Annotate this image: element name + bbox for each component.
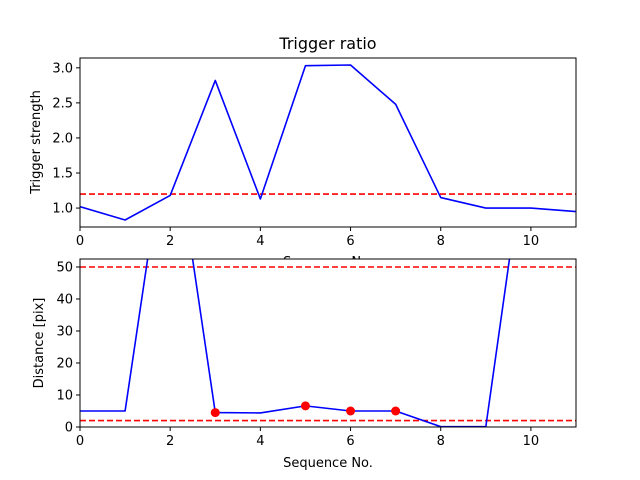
bottom-x-tick-label: 8 (437, 434, 445, 449)
bottom-y-tick-label: 20 (56, 357, 73, 372)
bottom-x-axis-label: Sequence No. (283, 456, 373, 471)
bottom-y-axis: 0 10 20 30 40 50 (56, 261, 80, 436)
top-x-tick-label: 8 (437, 234, 445, 249)
bottom-x-tick-label: 0 (76, 434, 84, 449)
bottom-threshold-lines (80, 266, 576, 422)
top-x-tick-label: 10 (523, 234, 540, 249)
bottom-series-line (80, 259, 511, 427)
bottom-plot-frame (79, 258, 577, 428)
bottom-data-point (346, 406, 356, 416)
bottom-x-tick-label: 10 (523, 434, 540, 449)
top-x-axis: 0 2 4 6 8 10 (76, 227, 539, 249)
top-plot-frame (79, 57, 577, 228)
top-y-tick-label: 3.0 (52, 61, 73, 76)
bottom-data-point (391, 406, 401, 416)
bottom-plot-area (80, 259, 576, 427)
top-y-tick-label: 2.5 (52, 96, 73, 111)
top-plot-area (80, 58, 576, 227)
bottom-data-point (210, 408, 220, 418)
bottom-y-tick-label: 0 (65, 421, 73, 436)
top-chart-title: Trigger ratio (278, 34, 376, 53)
bottom-series-group (80, 259, 511, 427)
bottom-y-tick-label: 30 (56, 325, 73, 340)
bottom-y-tick-label: 10 (56, 389, 73, 404)
bottom-marker-group (210, 401, 401, 418)
top-y-tick-label: 1.0 (52, 202, 73, 217)
top-x-tick-label: 2 (166, 234, 174, 249)
top-x-tick-label: 0 (76, 234, 84, 249)
top-x-tick-label: 4 (256, 234, 264, 249)
bottom-x-tick-label: 4 (256, 434, 264, 449)
top-x-tick-label: 6 (346, 234, 354, 249)
bottom-y-axis-label: Distance [pix] (32, 298, 47, 389)
bottom-x-tick-label: 6 (346, 434, 354, 449)
bottom-panel: 0 2 4 6 8 10 0 10 20 30 40 50 Sequence No. Distanc… (32, 258, 577, 471)
bottom-y-tick-label: 40 (56, 293, 73, 308)
bottom-y-tick-label: 50 (56, 261, 73, 276)
top-y-axis: 1.0 1.5 2.0 2.5 3.0 (52, 61, 80, 217)
bottom-x-tick-label: 2 (166, 434, 174, 449)
bottom-x-axis: 0 2 4 6 8 10 (76, 427, 539, 449)
top-series-line (80, 64, 576, 221)
top-y-tick-label: 1.5 (52, 167, 73, 182)
bottom-data-point (300, 401, 310, 411)
top-series-group (80, 64, 576, 221)
top-y-tick-label: 2.0 (52, 131, 73, 146)
top-y-axis-label: Trigger strength (29, 90, 44, 195)
